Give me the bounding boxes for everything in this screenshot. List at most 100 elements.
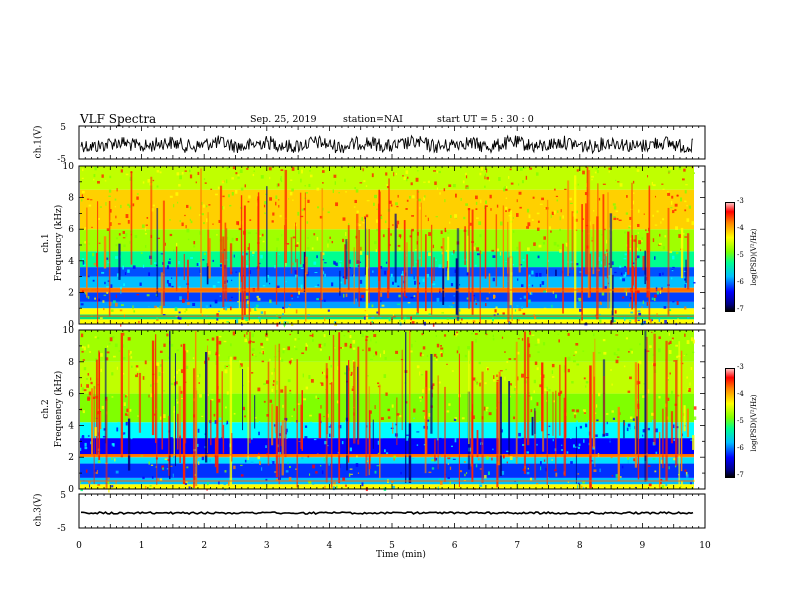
spectrum-speckle: [428, 471, 432, 474]
spectrum-speckle: [203, 178, 206, 180]
spectrum-speckle: [344, 178, 346, 182]
spectrum-speckle: [94, 443, 97, 447]
spectrum-speckle: [171, 277, 173, 279]
spectrum-speckle: [638, 360, 642, 365]
x-tick-label: 10: [699, 541, 711, 551]
spectrum-speckle: [278, 199, 280, 201]
spectrum-speckle: [123, 434, 126, 438]
spectrum-speckle: [206, 488, 208, 491]
spectrum-speckle: [294, 338, 297, 341]
spectrum-speckle: [133, 398, 136, 402]
spectrum-speckle: [274, 265, 276, 269]
spectrum-burst: [325, 363, 328, 483]
spectrum-speckle: [375, 219, 379, 223]
spectrum-speckle: [114, 343, 118, 348]
spectrum-speckle: [551, 459, 554, 461]
spectrum-speckle: [643, 320, 646, 324]
spectrum-speckle: [377, 449, 380, 452]
spectrum-speckle: [629, 320, 632, 322]
spectrum-speckle: [495, 306, 498, 310]
spectrum-speckle: [342, 347, 344, 349]
spectrum-speckle: [319, 215, 323, 219]
spectrum-speckle: [95, 469, 98, 474]
spectrum-speckle: [130, 365, 133, 368]
spectrum-speckle: [199, 373, 201, 378]
spectrum-speckle: [252, 254, 254, 257]
spectrum-speckle: [675, 226, 678, 230]
spectrum-speckle: [328, 462, 330, 466]
spectrum-speckle: [255, 307, 258, 310]
spectrum-speckle: [618, 219, 622, 222]
spectrum-speckle: [452, 184, 456, 188]
spectrum-speckle: [328, 356, 331, 361]
spectrum-speckle: [371, 304, 374, 308]
spectrum-speckle: [392, 224, 394, 226]
spectrum-speckle: [631, 350, 633, 354]
spectrum-speckle: [576, 290, 579, 292]
spectrum-speckle: [337, 366, 339, 371]
spectrum-speckle: [613, 441, 616, 444]
x-tick-label: 8: [577, 541, 583, 551]
spectrum-speckle: [433, 353, 437, 357]
spectrum-burst: [403, 220, 406, 297]
spectrum-speckle: [231, 296, 233, 298]
spectrum-speckle: [282, 404, 284, 408]
spectrum-speckle: [207, 351, 211, 355]
spectrum-burst: [446, 261, 448, 269]
spectrum-speckle: [87, 344, 90, 348]
spectrum-speckle: [510, 182, 514, 185]
spectrum-speckle: [290, 359, 292, 361]
spectrum-speckle: [129, 351, 132, 354]
spectrum-speckle: [539, 461, 542, 465]
spectrum-speckle: [667, 191, 669, 193]
spectrum-speckle: [252, 173, 255, 177]
spectrum-speckle: [550, 230, 552, 233]
spectrum-speckle: [111, 457, 113, 460]
spectrum-speckle: [531, 270, 534, 275]
spectrum-speckle: [488, 179, 490, 182]
spectrum-speckle: [604, 286, 607, 289]
spectrum-speckle: [307, 455, 310, 458]
spectrum-speckle: [83, 263, 86, 267]
spectrum-speckle: [147, 179, 151, 183]
spectrum-speckle: [667, 170, 671, 173]
spectrum-speckle: [414, 280, 416, 285]
spectrum-speckle: [85, 469, 88, 473]
spectrum-speckle: [390, 204, 393, 207]
spectrum-speckle: [186, 466, 189, 469]
spectrum-speckle: [460, 197, 462, 201]
spectrum-speckle: [314, 272, 318, 274]
spectrum-burst: [151, 340, 155, 436]
spectrum-speckle: [682, 233, 685, 235]
spectrum-speckle: [124, 413, 128, 416]
spectrum-burst: [531, 416, 534, 436]
spectrum-speckle: [689, 482, 693, 485]
spectrum-burst: [372, 419, 374, 449]
spectrum-speckle: [688, 388, 691, 392]
spectrum-burst: [304, 192, 306, 304]
spectrum-speckle: [642, 300, 644, 304]
spectrum-speckle: [277, 183, 280, 187]
spectrum-speckle: [528, 392, 531, 397]
spectrum-speckle: [367, 375, 370, 377]
spectrum-speckle: [526, 451, 529, 454]
spectrum-speckle: [105, 357, 109, 361]
spectrum-speckle: [291, 188, 294, 192]
spectrum-speckle: [266, 453, 268, 456]
spectrum-speckle: [597, 392, 601, 397]
spectrum-speckle: [583, 377, 586, 380]
spectrum-speckle: [291, 297, 293, 300]
spectrum-burst: [546, 269, 548, 274]
spectrum-speckle: [647, 465, 651, 467]
spectrum-speckle: [229, 299, 232, 302]
spectrum-speckle: [339, 263, 342, 267]
spectrum-speckle: [212, 223, 214, 225]
spectrum-speckle: [436, 187, 439, 190]
spectrum-speckle: [319, 465, 322, 467]
spectrum-speckle: [651, 181, 653, 186]
spectrum-speckle: [439, 454, 441, 458]
spectrum-speckle: [558, 339, 560, 343]
ch2-cb-tick: -6: [737, 444, 744, 452]
spectrum-speckle: [285, 470, 289, 473]
spectrum-speckle: [206, 339, 209, 341]
